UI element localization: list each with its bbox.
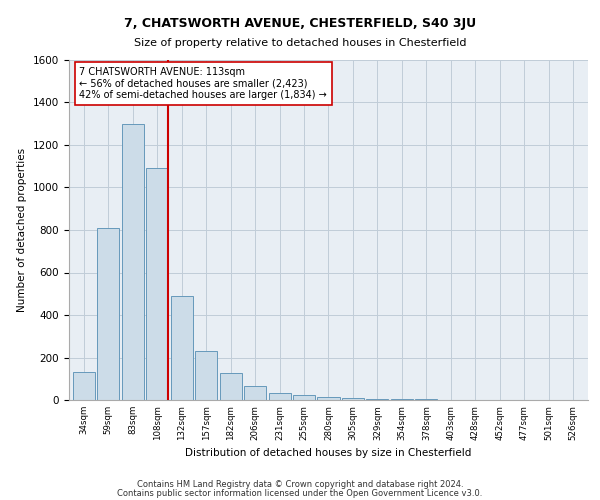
Text: Size of property relative to detached houses in Chesterfield: Size of property relative to detached ho…: [134, 38, 466, 48]
Bar: [342, 398, 364, 400]
Bar: [97, 228, 119, 400]
Bar: [73, 372, 95, 400]
Bar: [269, 392, 290, 400]
Bar: [415, 399, 437, 400]
Bar: [220, 374, 242, 400]
Text: 7, CHATSWORTH AVENUE, CHESTERFIELD, S40 3JU: 7, CHATSWORTH AVENUE, CHESTERFIELD, S40 …: [124, 18, 476, 30]
Text: Contains public sector information licensed under the Open Government Licence v3: Contains public sector information licen…: [118, 490, 482, 498]
Bar: [170, 296, 193, 400]
Bar: [146, 168, 168, 400]
Text: 7 CHATSWORTH AVENUE: 113sqm
← 56% of detached houses are smaller (2,423)
42% of : 7 CHATSWORTH AVENUE: 113sqm ← 56% of det…: [79, 67, 327, 100]
Bar: [122, 124, 143, 400]
Bar: [391, 399, 413, 400]
Bar: [244, 386, 266, 400]
Bar: [317, 397, 340, 400]
Text: Contains HM Land Registry data © Crown copyright and database right 2024.: Contains HM Land Registry data © Crown c…: [137, 480, 463, 489]
Y-axis label: Number of detached properties: Number of detached properties: [17, 148, 28, 312]
Bar: [367, 399, 388, 400]
X-axis label: Distribution of detached houses by size in Chesterfield: Distribution of detached houses by size …: [185, 448, 472, 458]
Bar: [195, 351, 217, 400]
Bar: [293, 396, 315, 400]
